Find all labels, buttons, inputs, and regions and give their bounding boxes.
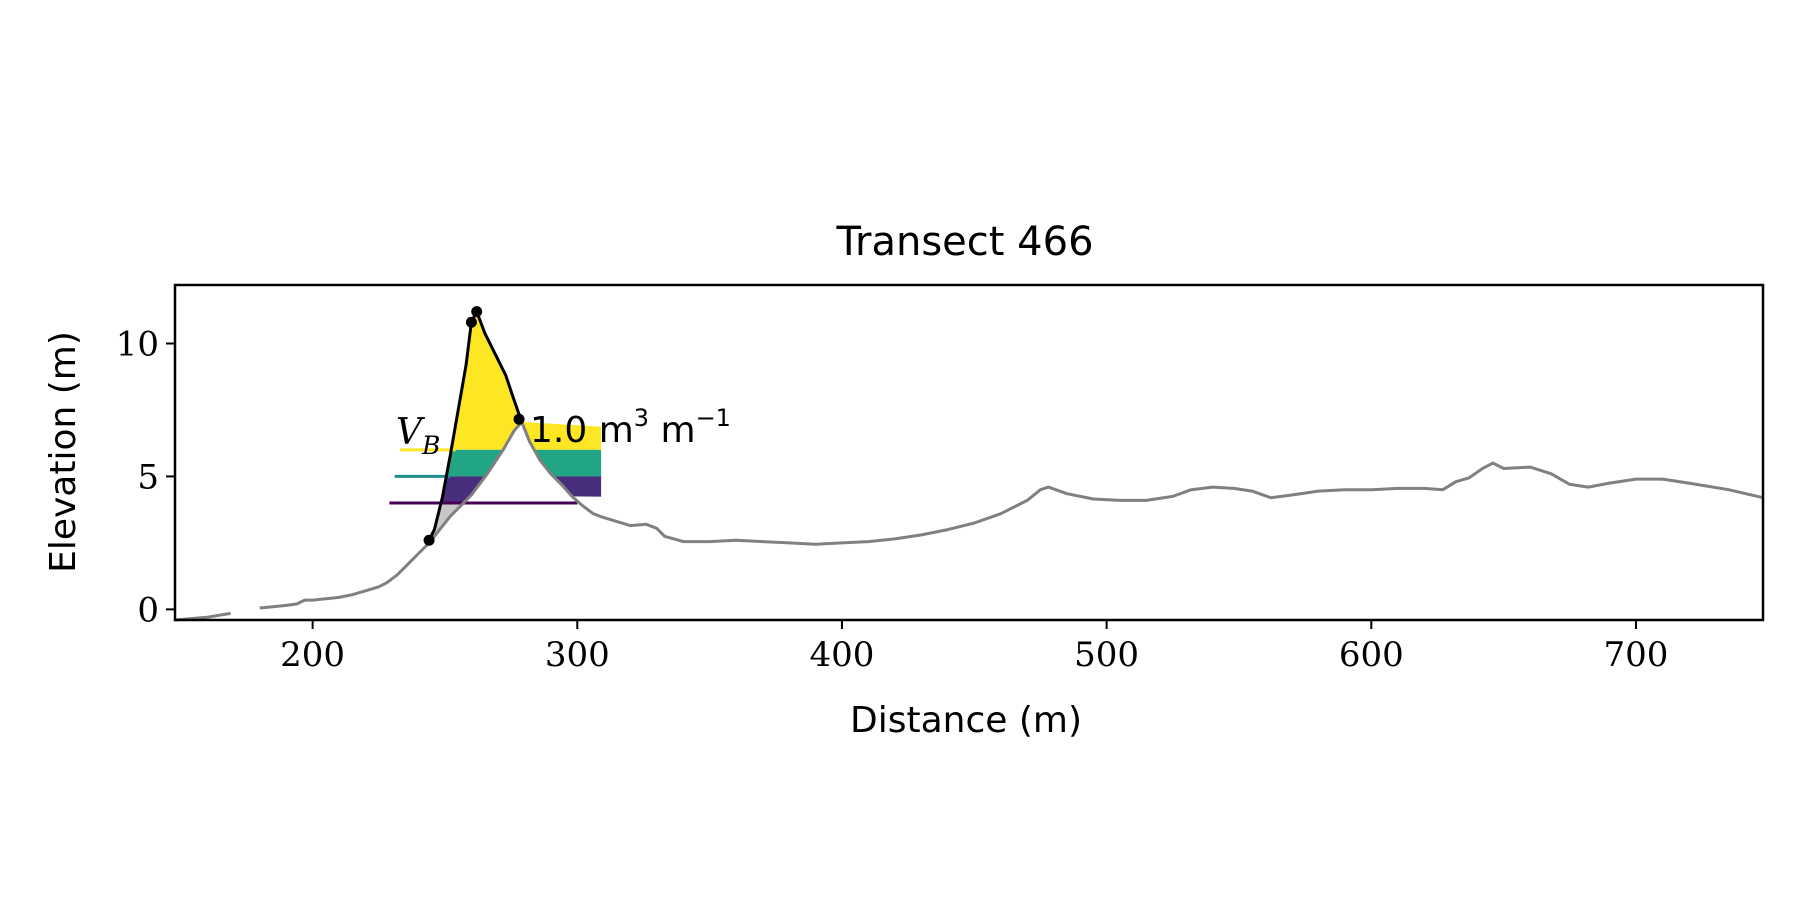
x-axis-ticks: 200 300 400 500 600 700 <box>280 620 1668 675</box>
volume-unit-mid: m <box>649 410 696 451</box>
volume-fills <box>429 311 602 543</box>
chart-title: Transect 466 <box>835 219 1093 265</box>
dune-point-3 <box>513 413 525 425</box>
x-tick-label-700: 700 <box>1604 635 1669 675</box>
fill-band-mid <box>429 449 602 477</box>
x-tick-label-200: 200 <box>280 635 345 675</box>
fill-band-base <box>429 503 602 543</box>
x-tick-label-300: 300 <box>545 635 610 675</box>
y-tick-label-10: 10 <box>116 324 159 364</box>
volume-value: 1.0 m3 m−1 <box>530 404 731 451</box>
volume-symbol-sub: B <box>421 431 440 460</box>
plot-frame <box>173 283 1765 622</box>
volume-symbol-v: V <box>396 412 426 453</box>
level-lines <box>389 448 578 505</box>
y-tick-label-5: 5 <box>137 457 159 497</box>
y-axis-label: Elevation (m) <box>43 331 84 573</box>
volume-unit-sup1: 3 <box>634 404 649 432</box>
dune-point-1 <box>465 316 477 328</box>
y-tick-label-0: 0 <box>137 590 159 630</box>
volume-symbol: VB <box>396 412 440 460</box>
x-tick-label-400: 400 <box>810 635 875 675</box>
profile-segment-1 <box>259 420 1764 610</box>
dune-point-0 <box>423 534 435 546</box>
dune-points <box>423 306 525 546</box>
dune-point-2 <box>471 306 483 318</box>
volume-value-text: 1.0 m <box>530 410 634 451</box>
x-tick-label-600: 600 <box>1339 635 1404 675</box>
x-axis-label: Distance (m) <box>850 700 1082 741</box>
volume-unit-sup2: −1 <box>696 404 731 432</box>
x-tick-label-500: 500 <box>1074 635 1139 675</box>
y-axis-ticks: 0 5 10 <box>116 324 175 630</box>
